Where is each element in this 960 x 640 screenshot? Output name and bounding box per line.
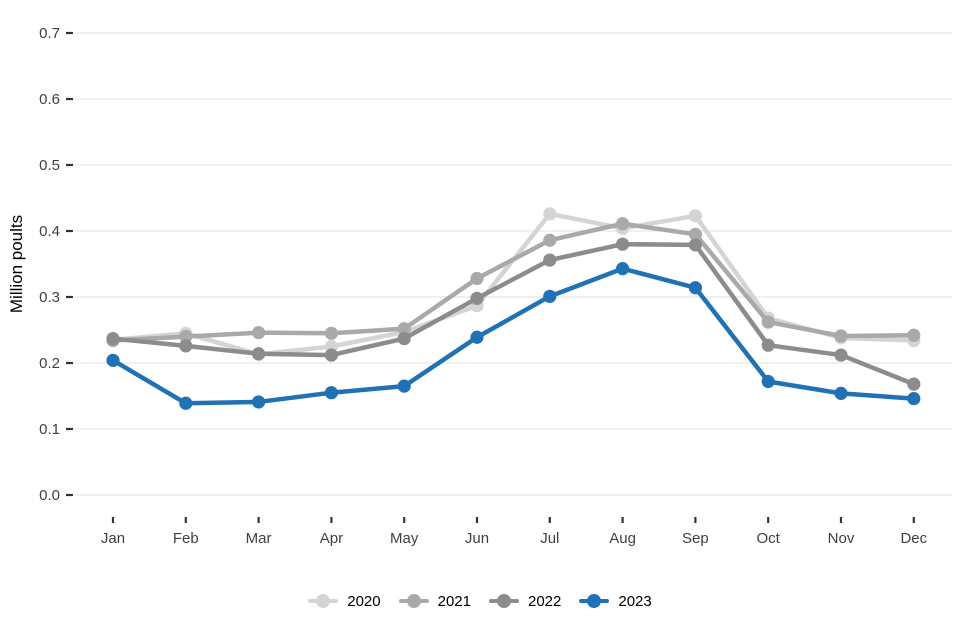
data-point-2020 xyxy=(688,209,703,223)
data-point-2022 xyxy=(834,348,848,362)
legend-item-2023: 2023 xyxy=(579,592,652,610)
legend-item-2022: 2022 xyxy=(489,594,561,609)
x-tick-label: Dec xyxy=(900,530,927,547)
data-point-2023 xyxy=(252,395,266,409)
data-point-2023 xyxy=(543,289,557,303)
legend-dot-icon xyxy=(406,594,421,608)
data-point-2023 xyxy=(470,330,484,344)
legend-item-2020: 2020 xyxy=(308,592,381,610)
data-point-2020 xyxy=(543,207,557,221)
data-point-2022 xyxy=(616,237,630,251)
x-tick-label: Apr xyxy=(320,530,343,547)
data-point-2021 xyxy=(834,329,848,343)
series-line-2023 xyxy=(110,266,917,406)
data-point-2021 xyxy=(324,326,338,340)
data-point-2022 xyxy=(907,377,921,391)
y-tick-label: 0.4 xyxy=(39,223,60,240)
legend-dot-icon xyxy=(316,594,331,608)
chart-legend: 2020 2021 2022 2023 xyxy=(0,586,960,616)
data-point-2022 xyxy=(470,291,484,305)
y-tick-label: 0.1 xyxy=(39,421,60,438)
legend-marker-icon xyxy=(398,594,429,608)
x-tick-label: Aug xyxy=(609,530,636,547)
data-point-2023 xyxy=(324,386,338,400)
data-point-2021 xyxy=(543,233,557,247)
x-tick-label: Oct xyxy=(757,530,781,547)
data-point-2022 xyxy=(179,339,193,353)
x-tick-label: Mar xyxy=(246,530,272,547)
x-tick-label: Feb xyxy=(173,530,199,547)
data-point-2023 xyxy=(179,396,193,410)
data-point-2021 xyxy=(688,227,703,241)
y-axis-title: Million poults xyxy=(7,215,26,313)
legend-item-2021: 2021 xyxy=(398,592,471,610)
legend-dot-icon xyxy=(497,594,511,608)
x-tick-label: Jun xyxy=(465,530,489,547)
y-tick-label: 0.6 xyxy=(39,91,60,108)
y-tick-label: 0.5 xyxy=(39,157,60,174)
data-point-2023 xyxy=(688,281,703,295)
x-tick-label: Jul xyxy=(540,530,559,547)
data-point-2022 xyxy=(688,238,703,252)
y-tick-label: 0.0 xyxy=(39,487,60,504)
x-tick-label: Sep xyxy=(682,530,709,547)
legend-label: 2021 xyxy=(437,592,471,610)
data-point-2021 xyxy=(179,330,193,344)
y-tick-label: 0.2 xyxy=(39,355,60,372)
data-point-2023 xyxy=(616,262,630,276)
legend-label: 2023 xyxy=(618,592,652,610)
data-point-2021 xyxy=(616,217,630,231)
data-point-2022 xyxy=(397,331,411,346)
data-point-2023 xyxy=(397,379,411,393)
x-tick-label: Jan xyxy=(101,530,125,547)
data-point-2023 xyxy=(907,392,921,406)
x-tick-label: May xyxy=(390,530,419,547)
data-point-2022 xyxy=(761,338,775,352)
gridlines-group xyxy=(75,32,952,496)
data-point-2022 xyxy=(252,347,266,361)
y-tick-label: 0.7 xyxy=(39,25,60,42)
data-point-2023 xyxy=(761,374,775,389)
data-point-2021 xyxy=(761,315,775,329)
data-point-2022 xyxy=(324,348,338,362)
data-point-2021 xyxy=(907,328,921,342)
legend-marker-icon xyxy=(308,594,339,608)
legend-dot-icon xyxy=(587,594,602,608)
data-point-2022 xyxy=(543,253,557,267)
series-group xyxy=(106,207,921,410)
legend-marker-icon xyxy=(489,594,519,608)
data-point-2021 xyxy=(397,322,411,336)
data-point-2023 xyxy=(834,386,848,400)
series-line-2022 xyxy=(110,241,917,387)
data-point-2021 xyxy=(470,271,484,286)
data-point-2021 xyxy=(252,326,266,340)
legend-marker-icon xyxy=(579,594,610,608)
axes-group: 0.0 0.1 0.2 0.3 0.4 0.5 0.6 0.7 Jan Feb Mar Apr May J… xyxy=(39,25,927,547)
legend-label: 2020 xyxy=(347,592,381,610)
y-tick-label: 0.3 xyxy=(39,289,60,306)
data-point-2022 xyxy=(106,331,120,346)
legend-label: 2022 xyxy=(528,592,562,610)
x-tick-label: Nov xyxy=(828,530,855,547)
data-point-2023 xyxy=(106,353,120,367)
series-line-2021 xyxy=(110,221,917,343)
